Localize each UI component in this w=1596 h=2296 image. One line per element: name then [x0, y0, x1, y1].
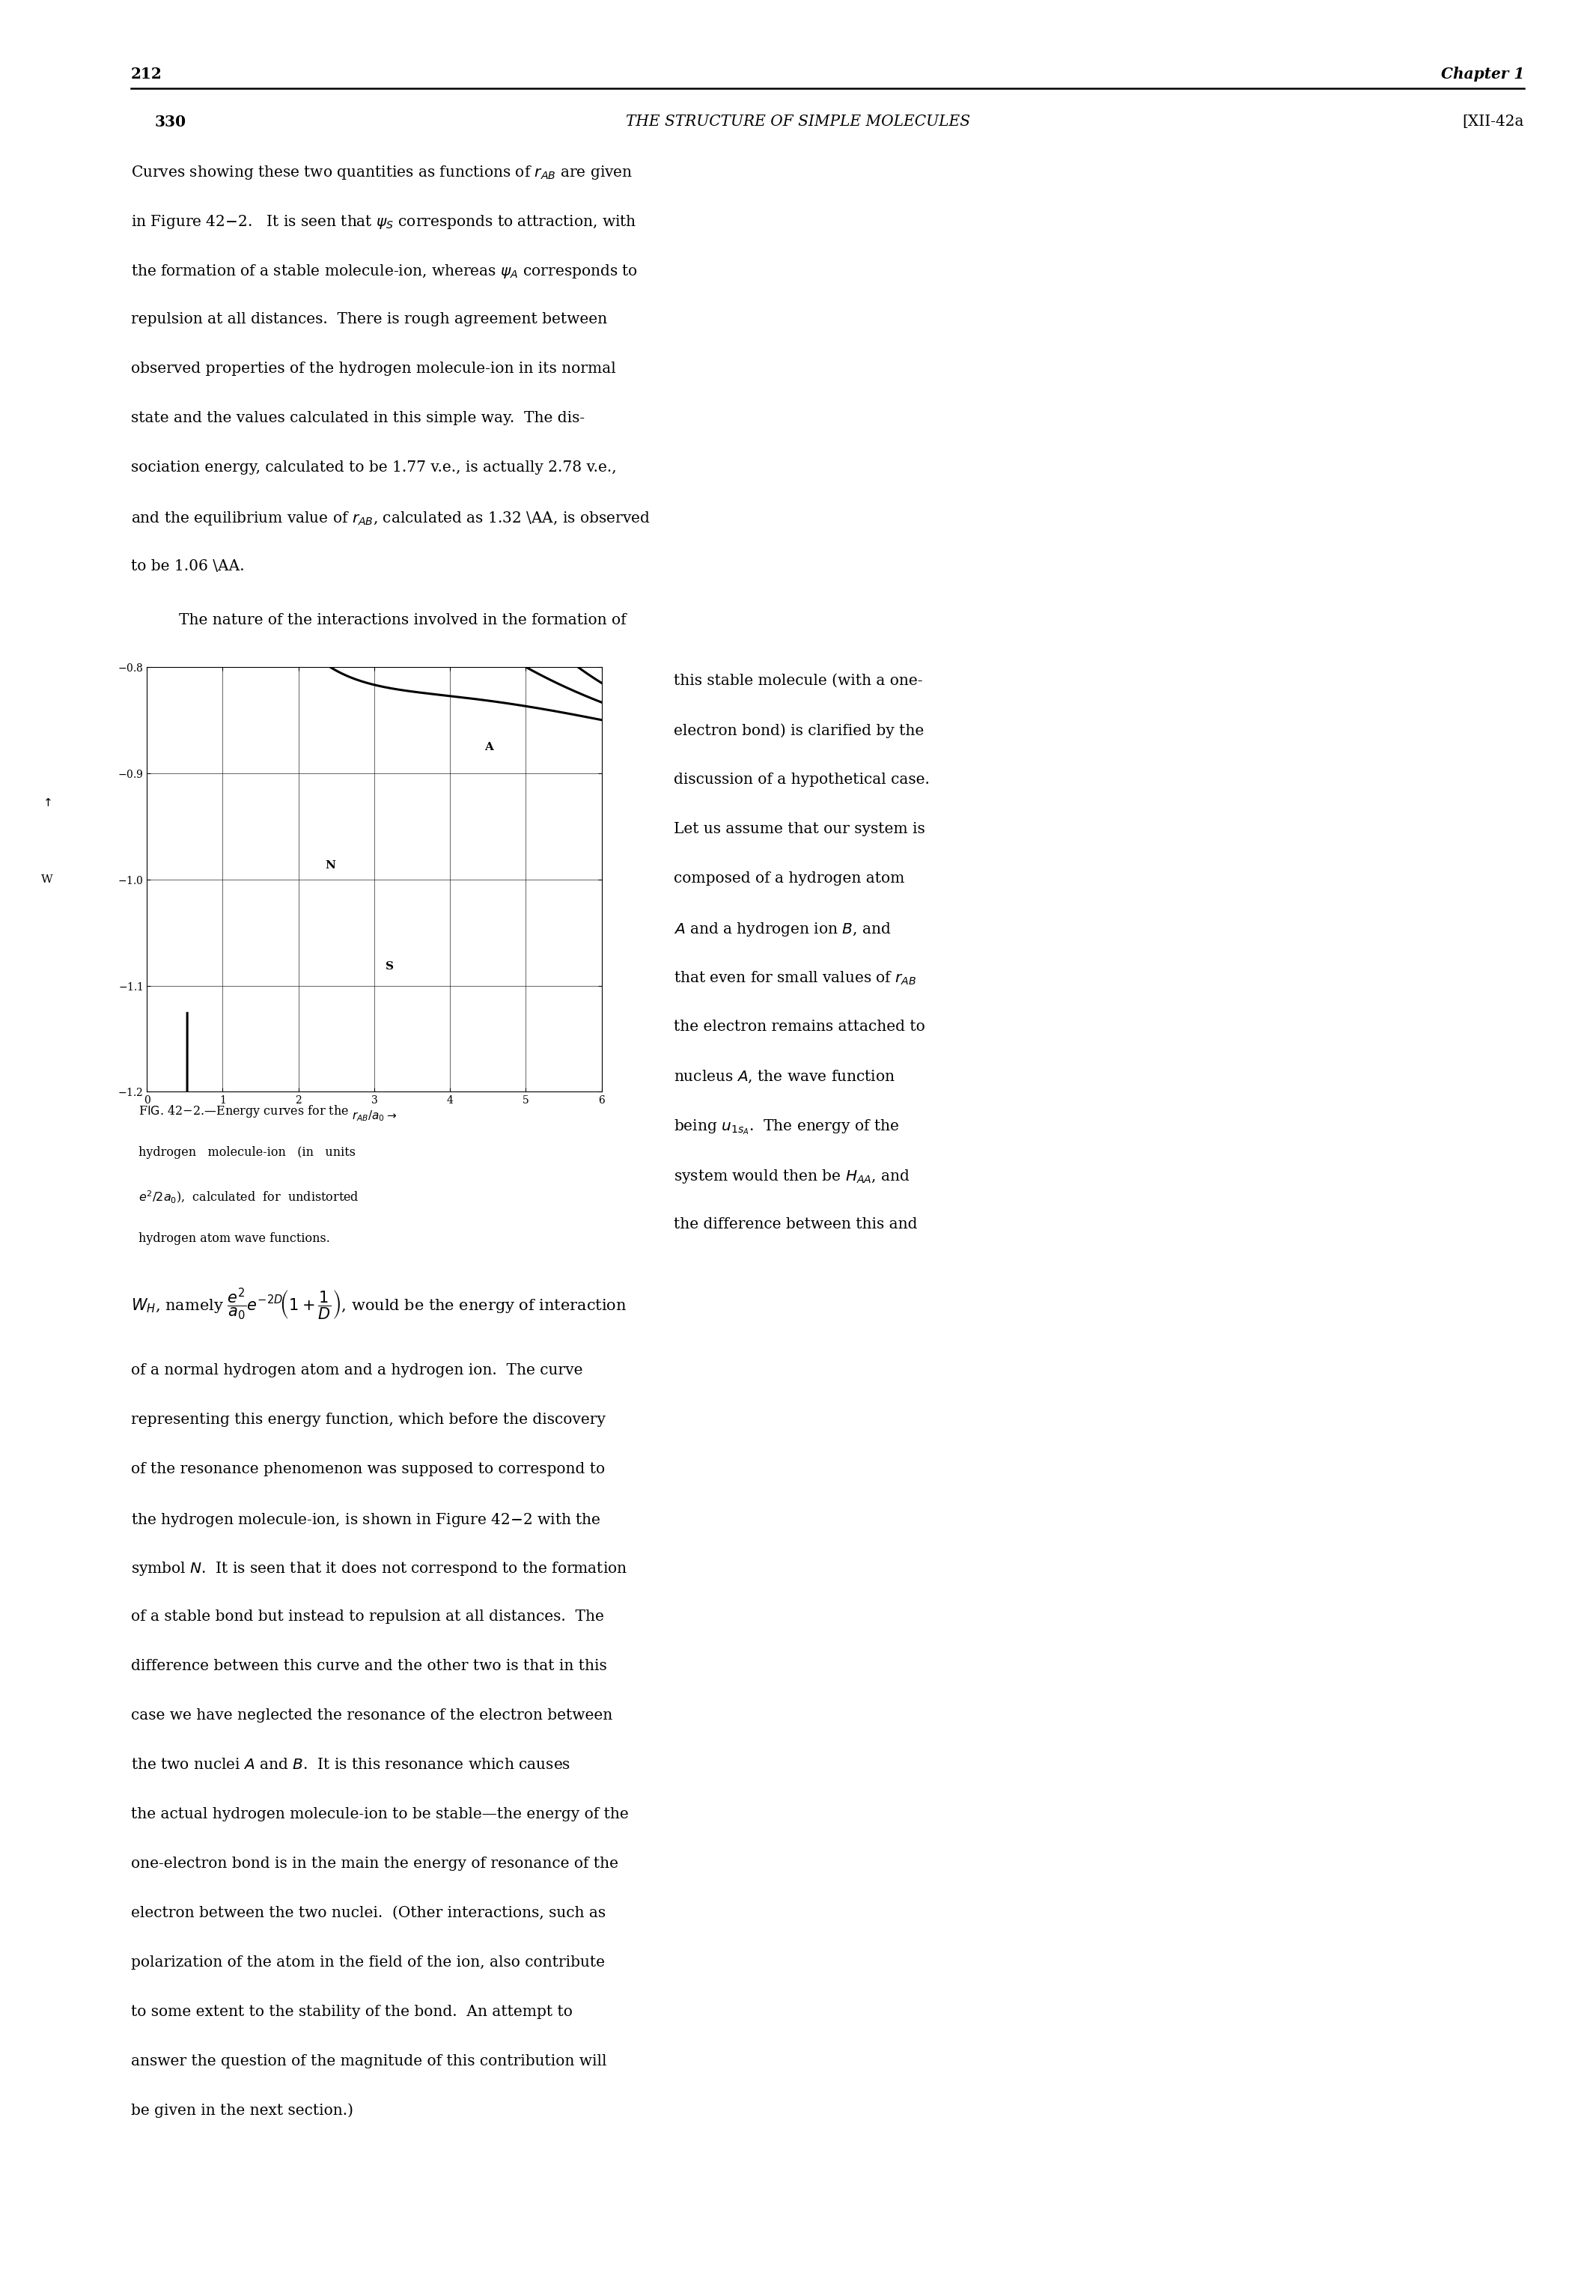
- Text: $A$ and a hydrogen ion $B$, and: $A$ and a hydrogen ion $B$, and: [674, 921, 891, 937]
- Text: of a stable bond but instead to repulsion at all distances.  The: of a stable bond but instead to repulsio…: [131, 1609, 603, 1623]
- Text: hydrogen atom wave functions.: hydrogen atom wave functions.: [139, 1233, 330, 1244]
- Text: to some extent to the stability of the bond.  An attempt to: to some extent to the stability of the b…: [131, 2004, 573, 2018]
- Text: hydrogen   molecule-ion   (in   units: hydrogen molecule-ion (in units: [139, 1146, 356, 1159]
- Text: electron between the two nuclei.  (Other interactions, such as: electron between the two nuclei. (Other …: [131, 1906, 605, 1919]
- Text: $e^2/2a_0$),  calculated  for  undistorted: $e^2/2a_0$), calculated for undistorted: [139, 1189, 359, 1205]
- Text: S: S: [386, 962, 394, 971]
- Text: one-electron bond is in the main the energy of resonance of the: one-electron bond is in the main the ene…: [131, 1857, 618, 1871]
- Text: difference between this curve and the other two is that in this: difference between this curve and the ot…: [131, 1660, 606, 1674]
- Text: be given in the next section.): be given in the next section.): [131, 2103, 353, 2119]
- Text: case we have neglected the resonance of the electron between: case we have neglected the resonance of …: [131, 1708, 613, 1722]
- Text: Chapter 1: Chapter 1: [1441, 67, 1524, 83]
- Text: The nature of the interactions involved in the formation of: The nature of the interactions involved …: [179, 613, 626, 627]
- Text: the formation of a stable molecule-ion, whereas $\psi_A$ corresponds to: the formation of a stable molecule-ion, …: [131, 262, 638, 280]
- Text: the two nuclei $A$ and $B$.  It is this resonance which causes: the two nuclei $A$ and $B$. It is this r…: [131, 1759, 570, 1773]
- Text: composed of a hydrogen atom: composed of a hydrogen atom: [674, 870, 905, 886]
- Text: observed properties of the hydrogen molecule-ion in its normal: observed properties of the hydrogen mole…: [131, 360, 616, 377]
- Text: this stable molecule (with a one-: this stable molecule (with a one-: [674, 673, 922, 689]
- Text: sociation energy, calculated to be 1.77 v.e., is actually 2.78 v.e.,: sociation energy, calculated to be 1.77 …: [131, 459, 616, 475]
- Text: representing this energy function, which before the discovery: representing this energy function, which…: [131, 1412, 605, 1426]
- Text: symbol $N$.  It is seen that it does not correspond to the formation: symbol $N$. It is seen that it does not …: [131, 1561, 627, 1577]
- Text: in Figure 42$-$2.   It is seen that $\psi_S$ corresponds to attraction, with: in Figure 42$-$2. It is seen that $\psi_…: [131, 214, 637, 230]
- Text: and the equilibrium value of $r_{AB}$, calculated as 1.32 \AA, is observed: and the equilibrium value of $r_{AB}$, c…: [131, 510, 650, 526]
- Text: electron bond) is clarified by the: electron bond) is clarified by the: [674, 723, 924, 737]
- Text: being $u_{1s_A}$.  The energy of the: being $u_{1s_A}$. The energy of the: [674, 1118, 899, 1137]
- Text: [XII-42a: [XII-42a: [1462, 115, 1524, 129]
- Text: the hydrogen molecule-ion, is shown in Figure 42$-$2 with the: the hydrogen molecule-ion, is shown in F…: [131, 1511, 600, 1529]
- X-axis label: $r_{AB}/a_0 \rightarrow$: $r_{AB}/a_0 \rightarrow$: [351, 1109, 397, 1123]
- Text: nucleus $A$, the wave function: nucleus $A$, the wave function: [674, 1068, 895, 1084]
- Text: A: A: [484, 742, 493, 753]
- Text: F$\mathrm{IG}$. 42$-$2.—Energy curves for the: F$\mathrm{IG}$. 42$-$2.—Energy curves fo…: [139, 1102, 350, 1118]
- Text: of a normal hydrogen atom and a hydrogen ion.  The curve: of a normal hydrogen atom and a hydrogen…: [131, 1364, 583, 1378]
- Text: polarization of the atom in the field of the ion, also contribute: polarization of the atom in the field of…: [131, 1956, 605, 1970]
- Text: system would then be $H_{AA}$, and: system would then be $H_{AA}$, and: [674, 1166, 910, 1185]
- Text: 212: 212: [131, 67, 163, 83]
- Text: that even for small values of $r_{AB}$: that even for small values of $r_{AB}$: [674, 969, 916, 987]
- Text: N: N: [326, 861, 335, 870]
- Text: of the resonance phenomenon was supposed to correspond to: of the resonance phenomenon was supposed…: [131, 1463, 605, 1476]
- Text: the difference between this and: the difference between this and: [674, 1217, 918, 1231]
- Text: discussion of a hypothetical case.: discussion of a hypothetical case.: [674, 771, 929, 788]
- Text: Curves showing these two quantities as functions of $r_{AB}$ are given: Curves showing these two quantities as f…: [131, 165, 632, 181]
- Text: W: W: [41, 875, 53, 884]
- Text: 330: 330: [155, 115, 187, 131]
- Text: $W_H$, namely $\dfrac{e^2}{a_0}e^{-2D}\!\left(1 + \dfrac{1}{D}\right)$, would be: $W_H$, namely $\dfrac{e^2}{a_0}e^{-2D}\!…: [131, 1286, 627, 1322]
- Text: THE STRUCTURE OF SIMPLE MOLECULES: THE STRUCTURE OF SIMPLE MOLECULES: [626, 115, 970, 129]
- Text: the actual hydrogen molecule-ion to be stable—the energy of the: the actual hydrogen molecule-ion to be s…: [131, 1807, 629, 1821]
- Text: state and the values calculated in this simple way.  The dis-: state and the values calculated in this …: [131, 411, 584, 425]
- Text: answer the question of the magnitude of this contribution will: answer the question of the magnitude of …: [131, 2055, 606, 2069]
- Text: to be 1.06 \AA.: to be 1.06 \AA.: [131, 558, 244, 574]
- Text: repulsion at all distances.  There is rough agreement between: repulsion at all distances. There is rou…: [131, 312, 606, 326]
- Text: $\uparrow$: $\uparrow$: [41, 797, 53, 808]
- Text: Let us assume that our system is: Let us assume that our system is: [674, 822, 924, 836]
- Text: the electron remains attached to: the electron remains attached to: [674, 1019, 924, 1033]
